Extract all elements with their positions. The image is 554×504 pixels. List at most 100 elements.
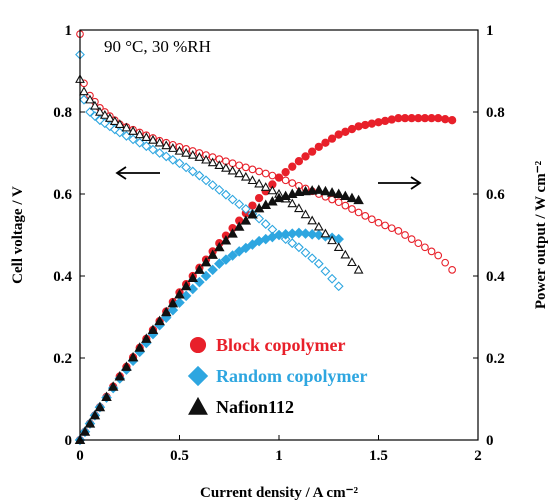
power-point: [374, 118, 383, 127]
power-point: [240, 242, 252, 254]
voltage-point: [148, 134, 158, 144]
legend-label: Nafion112: [216, 397, 294, 417]
voltage-point: [241, 163, 250, 172]
power-point: [94, 401, 106, 412]
power-point: [326, 187, 338, 197]
voltage-point: [347, 257, 357, 267]
power-point: [194, 264, 205, 274]
power-point: [434, 114, 443, 123]
voltage-point: [240, 171, 251, 181]
voltage-point: [121, 122, 132, 132]
voltage-point: [214, 184, 225, 195]
condition-annotation: 90 °C, 30 %RH: [104, 37, 211, 56]
power-point: [293, 227, 305, 239]
direction-arrows: [115, 166, 422, 190]
y-left-tick-label: 0.4: [53, 269, 72, 285]
voltage-point: [427, 247, 436, 256]
voltage-point: [234, 168, 245, 178]
voltage-point: [293, 242, 304, 253]
power-point: [200, 256, 212, 267]
voltage-point: [181, 147, 192, 157]
power-point: [84, 418, 96, 428]
power-point: [327, 134, 337, 143]
voltage-point: [134, 129, 145, 139]
power-point: [127, 351, 139, 362]
voltage-point: [361, 212, 370, 220]
power-point: [160, 306, 172, 317]
voltage-point: [260, 182, 271, 191]
power-point: [154, 315, 165, 326]
voltage-point: [99, 109, 110, 119]
power-point: [354, 122, 363, 131]
voltage-point: [104, 113, 115, 122]
voltage-point: [255, 167, 263, 176]
voltage-point: [187, 166, 198, 177]
power-point: [254, 193, 264, 203]
voltage-point: [374, 218, 383, 227]
voltage-point: [154, 137, 165, 147]
voltage-point: [320, 266, 331, 277]
voltage-point: [128, 126, 138, 135]
power-point: [107, 381, 119, 391]
power-point: [89, 409, 101, 420]
voltage-point: [194, 152, 205, 161]
legend: Block copolymer Random copolymer Nafion112: [187, 335, 368, 417]
power-point: [79, 426, 91, 436]
voltage-point: [300, 247, 311, 258]
power-point: [281, 167, 290, 177]
voltage-point: [387, 224, 396, 233]
power-point: [314, 142, 323, 151]
voltage-point: [287, 238, 298, 249]
power-point: [207, 249, 218, 259]
legend-marker: [188, 396, 208, 415]
voltage-point: [407, 235, 416, 243]
voltage-point: [307, 215, 318, 225]
power-point: [380, 116, 390, 126]
voltage-point: [434, 251, 443, 260]
power-point: [346, 192, 358, 203]
voltage-point: [141, 132, 152, 142]
right-arrow-head: [410, 176, 422, 190]
voltage-point: [333, 242, 344, 252]
x-axis-title: Current density / A cm⁻²: [200, 485, 358, 501]
voltage-point: [214, 160, 225, 170]
y-left-tick-label: 0.2: [53, 351, 72, 367]
voltage-point: [334, 198, 343, 207]
voltage-point: [313, 258, 324, 269]
voltage-point: [154, 148, 165, 158]
power-point: [447, 116, 457, 125]
voltage-point: [247, 175, 258, 185]
voltage-point: [85, 107, 95, 117]
voltage-point: [181, 162, 192, 173]
voltage-point: [174, 158, 185, 169]
power-point: [367, 119, 377, 128]
voltage-point: [227, 194, 238, 205]
voltage-point: [294, 203, 304, 213]
power-point: [387, 115, 396, 124]
voltage-point: [307, 253, 318, 264]
power-point: [233, 246, 245, 257]
power-point: [147, 324, 159, 334]
y-left-tick-label: 0: [65, 433, 73, 449]
voltage-point: [85, 94, 95, 104]
voltage-point: [221, 189, 231, 200]
voltage-point: [95, 106, 105, 116]
power-point: [227, 228, 238, 238]
power-point: [248, 201, 257, 210]
x-tick-label: 0.5: [170, 448, 189, 464]
power-point: [174, 288, 185, 299]
y-right-tick-label: 1: [486, 23, 494, 39]
y-axis-right-title: Power output / W cm⁻²: [533, 160, 549, 309]
voltage-point: [353, 264, 364, 274]
voltage-point: [234, 199, 245, 210]
x-tick-label: 1: [275, 448, 283, 464]
voltage-point: [313, 221, 324, 231]
voltage-point: [141, 141, 152, 152]
voltage-point: [240, 204, 251, 214]
voltage-point: [201, 175, 211, 186]
y-left-tick-label: 1: [65, 23, 73, 39]
voltage-point: [207, 180, 218, 191]
y-right-tick-label: 0.8: [486, 105, 505, 121]
voltage-point: [90, 100, 100, 110]
